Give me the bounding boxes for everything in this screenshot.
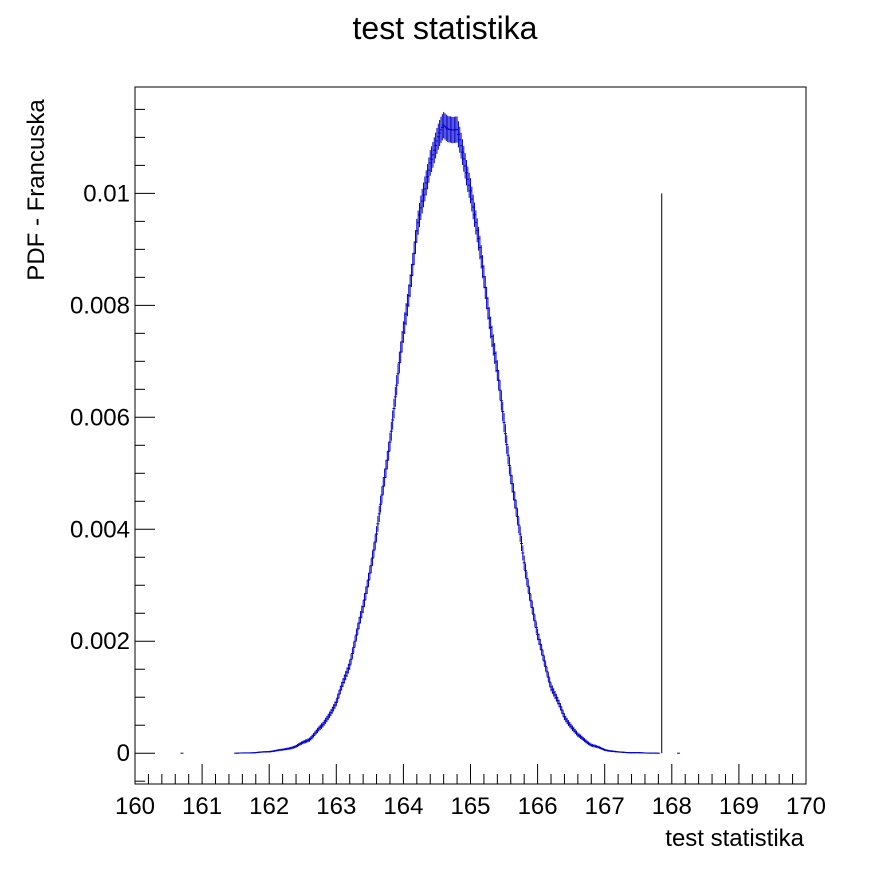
series-group	[180, 111, 681, 754]
y-axis-label: PDF - Francuska	[23, 99, 50, 281]
y-tick-label: 0.002	[70, 628, 130, 655]
x-tick-label: 166	[518, 793, 558, 820]
x-tick-label: 162	[249, 793, 289, 820]
x-tick-label: 168	[652, 793, 692, 820]
y-tick-label: 0.01	[83, 180, 130, 207]
x-tick-label: 170	[786, 793, 826, 820]
x-tick-label: 161	[182, 793, 222, 820]
x-tick-label: 163	[316, 793, 356, 820]
x-tick-label: 169	[719, 793, 759, 820]
y-tick-label: 0.006	[70, 404, 130, 431]
x-axis-label: test statistika	[665, 825, 804, 852]
y-tick-label: 0	[117, 740, 130, 767]
chart-title: test statistika	[352, 10, 538, 46]
x-tick-label: 167	[585, 793, 625, 820]
axes-group: 160 161 162 163 164 165 166 167 168 169 170 0 0.002 0…	[70, 108, 826, 820]
x-tick-label: 165	[450, 793, 490, 820]
x-tick-label: 160	[115, 793, 155, 820]
x-tick-label: 164	[383, 793, 423, 820]
y-tick-label: 0.004	[70, 516, 130, 543]
y-tick-label: 0.008	[70, 292, 130, 319]
